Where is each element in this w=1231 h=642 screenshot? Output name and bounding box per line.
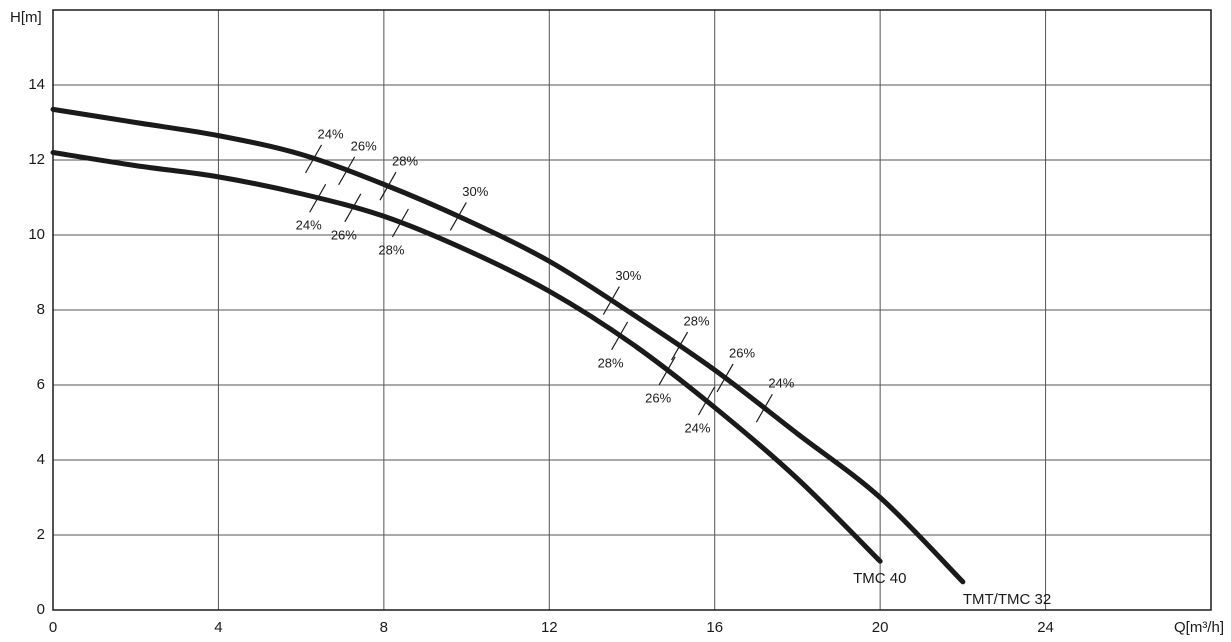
- series-label: TMC 40: [853, 570, 906, 587]
- x-tick-label: 16: [706, 619, 723, 636]
- x-tick-label: 4: [214, 619, 222, 636]
- x-tick-label: 12: [541, 619, 558, 636]
- efficiency-label: 26%: [729, 345, 755, 360]
- y-tick-label: 10: [28, 226, 45, 243]
- y-tick-label: 2: [37, 526, 45, 543]
- efficiency-tick: [449, 202, 467, 231]
- efficiency-tick: [611, 321, 629, 351]
- x-tick-label: 0: [49, 619, 57, 636]
- x-tick-label: 20: [872, 619, 889, 636]
- efficiency-label: 28%: [598, 355, 624, 370]
- efficiency-label: 26%: [645, 390, 671, 405]
- efficiency-label: 24%: [684, 421, 710, 436]
- efficiency-tick: [602, 286, 620, 315]
- y-tick-label: 6: [37, 376, 45, 393]
- efficiency-tick: [309, 183, 327, 213]
- efficiency-label: 28%: [378, 242, 404, 257]
- y-tick-label: 4: [37, 451, 45, 468]
- y-tick-label: 12: [28, 151, 45, 168]
- efficiency-tick: [697, 386, 715, 416]
- efficiency-tick: [391, 208, 409, 238]
- efficiency-tick: [379, 171, 397, 201]
- series-label: TMT/TMC 32: [963, 591, 1051, 608]
- efficiency-label: 30%: [615, 268, 641, 283]
- efficiency-label: 30%: [462, 184, 488, 199]
- efficiency-label: 26%: [331, 227, 357, 242]
- efficiency-tick: [755, 393, 773, 423]
- efficiency-label: 26%: [351, 138, 377, 153]
- curve: [50, 106, 966, 585]
- efficiency-label: 28%: [392, 154, 418, 169]
- efficiency-tick: [344, 193, 362, 223]
- efficiency-tick: [716, 363, 734, 393]
- y-axis-label: H[m]: [10, 9, 42, 26]
- x-tick-label: 8: [380, 619, 388, 636]
- y-tick-label: 14: [28, 76, 45, 93]
- efficiency-tick: [305, 144, 323, 174]
- efficiency-tick: [671, 331, 689, 361]
- curve: [50, 150, 883, 564]
- efficiency-tick: [338, 156, 356, 186]
- y-tick-label: 0: [37, 601, 45, 618]
- plot-border: [52, 9, 1212, 611]
- efficiency-tick: [658, 356, 676, 386]
- x-axis-label: Q[m³/h]: [1174, 619, 1224, 636]
- y-tick-label: 8: [37, 301, 45, 318]
- efficiency-label: 28%: [684, 314, 710, 329]
- efficiency-label: 24%: [296, 218, 322, 233]
- efficiency-label: 24%: [318, 126, 344, 141]
- efficiency-label: 24%: [768, 376, 794, 391]
- x-tick-label: 24: [1037, 619, 1054, 636]
